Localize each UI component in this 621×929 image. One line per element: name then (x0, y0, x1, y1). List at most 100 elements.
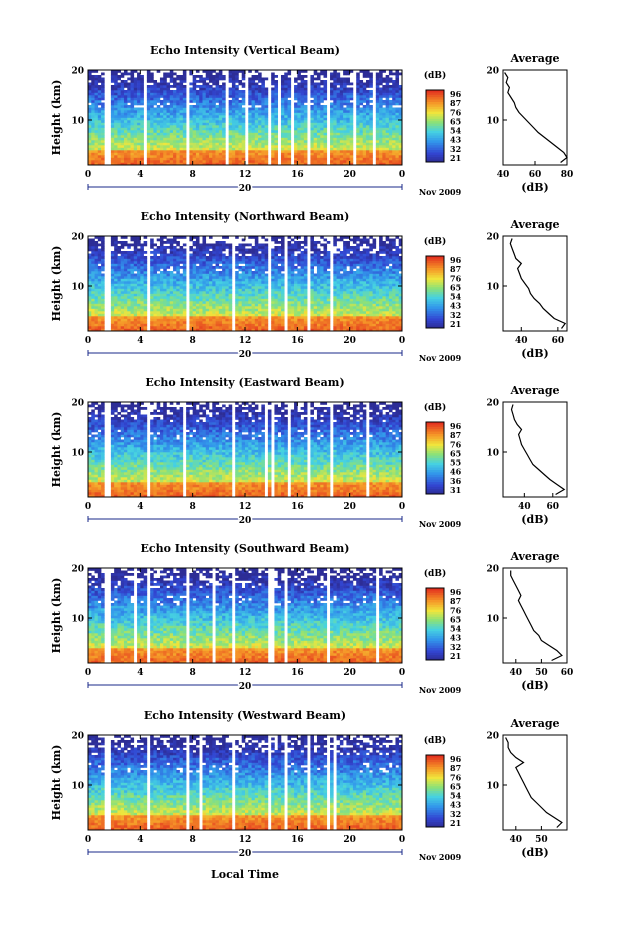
heatmap-cell (133, 291, 138, 294)
heatmap-cell (379, 95, 383, 98)
heatmap-cell (287, 281, 292, 284)
heatmap-cell (284, 95, 288, 98)
heatmap-cell (343, 145, 347, 148)
heatmap-cell (297, 77, 301, 81)
heatmap-cell (166, 296, 171, 299)
heatmap-cell (166, 321, 171, 324)
heatmap-cell (349, 147, 354, 151)
heatmap-cell (209, 72, 213, 76)
heatmap-cell (205, 321, 210, 324)
heatmap-cell (310, 157, 314, 161)
heatmap-cell (137, 308, 141, 312)
heatmap-cell (316, 145, 321, 148)
heatmap-cell (127, 152, 131, 156)
heatmap-cell (333, 157, 337, 161)
heatmap-cell (225, 303, 229, 307)
heatmap-cell (205, 92, 210, 96)
heatmap-cell (235, 298, 239, 302)
heatmap-cell (235, 258, 239, 262)
heatmap-cell (294, 92, 298, 96)
heatmap-cell (369, 125, 373, 128)
heatmap-cell (241, 328, 246, 332)
heatmap-cell (218, 326, 223, 329)
heatmap-cell (277, 271, 282, 274)
heatmap-cell (88, 303, 92, 307)
heatmap-cell (133, 152, 138, 156)
heatmap-cell (294, 142, 298, 146)
heatmap-cell (313, 155, 318, 158)
heatmap-cell (248, 278, 252, 282)
heatmap-cell (133, 268, 138, 272)
heatmap-cell (382, 152, 386, 156)
heatmap-cell (238, 251, 243, 254)
heatmap-cell (228, 258, 233, 262)
heatmap-cell (123, 160, 128, 163)
heatmap-cell (359, 130, 364, 133)
heatmap-cell (150, 278, 154, 282)
heatmap-cell (241, 75, 246, 78)
colorbar-frame (425, 89, 445, 163)
heatmap-cell (235, 75, 239, 78)
heatmap-cell (287, 142, 292, 146)
heatmap-cell (110, 251, 115, 254)
heatmap-cell (130, 276, 135, 279)
heatmap-cell (375, 117, 380, 121)
heatmap-cell (120, 115, 125, 118)
heatmap-cell (166, 276, 171, 279)
heatmap-cell (114, 318, 118, 322)
heatmap-cell (287, 132, 292, 136)
heatmap-cell (189, 293, 193, 297)
heatmap-cell (218, 132, 223, 136)
heatmap-cell (274, 115, 279, 118)
heatmap-cell (209, 120, 213, 123)
heatmap-cell (222, 157, 226, 161)
heatmap-cell (235, 281, 239, 284)
heatmap-cell (173, 251, 177, 254)
heatmap-cell (143, 288, 148, 292)
heatmap-cell (156, 256, 161, 259)
heatmap-cell (241, 316, 246, 319)
heatmap-cell (271, 80, 275, 83)
heatmap-cell (123, 321, 128, 324)
heatmap-cell (356, 115, 360, 118)
heatmap-cell (382, 137, 386, 141)
heatmap-cell (150, 140, 154, 143)
heatmap-cell (316, 107, 321, 111)
heatmap-cell (133, 286, 138, 289)
heatmap-cell (316, 115, 321, 118)
heatmap-cell (215, 278, 220, 282)
heatmap-cell (320, 115, 324, 118)
heatmap-cell (88, 288, 92, 292)
heatmap-cell (117, 318, 122, 322)
heatmap-cell (205, 276, 210, 279)
heatmap-cell (91, 276, 95, 279)
heatmap-cell (123, 145, 128, 148)
heatmap-cell (330, 85, 334, 88)
heatmap-cell (173, 303, 177, 307)
heatmap-cell (192, 115, 197, 118)
heatmap-cell (388, 95, 393, 98)
heatmap-cell (212, 253, 216, 257)
heatmap-cell (333, 82, 337, 86)
heatmap-cell (261, 117, 265, 121)
heatmap-cell (140, 140, 144, 143)
heatmap-cell (146, 120, 151, 123)
heatmap-cell (375, 112, 380, 116)
heatmap-cell (241, 301, 246, 304)
heatmap-cell (91, 296, 95, 299)
heatmap-cell (166, 256, 171, 259)
heatmap-cell (385, 110, 390, 113)
heatmap-cell (97, 288, 102, 292)
heatmap-cell (392, 127, 396, 131)
heatmap-cell (189, 313, 193, 317)
heatmap-cell (248, 283, 252, 287)
heatmap-cell (120, 251, 125, 254)
heatmap-cell (356, 107, 360, 111)
heatmap-cell (176, 162, 180, 166)
heatmap-cell (382, 100, 386, 103)
heatmap-cell (189, 125, 193, 128)
heatmap-cell (271, 102, 275, 106)
heatmap-cell (241, 112, 246, 116)
heatmap-cell (110, 80, 115, 83)
heatmap-cell (117, 142, 122, 146)
